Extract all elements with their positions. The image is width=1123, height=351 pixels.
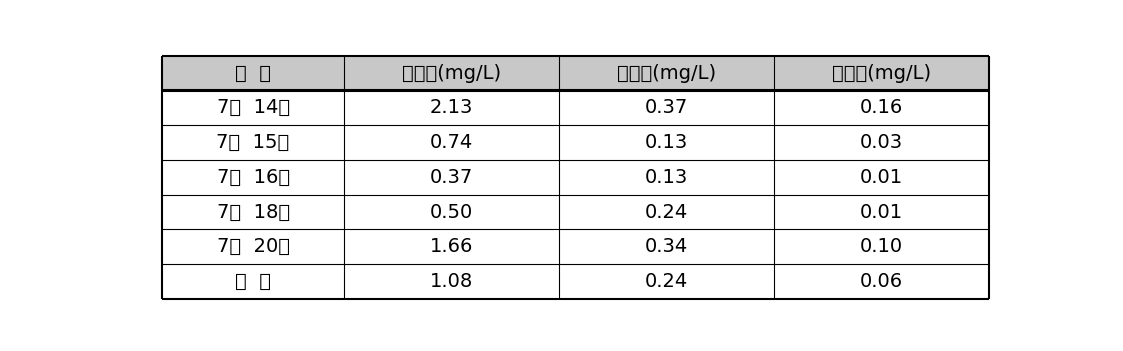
Bar — [559, 160, 774, 194]
Text: 7월  14일: 7월 14일 — [217, 98, 290, 117]
Bar — [559, 264, 774, 299]
Bar — [774, 264, 989, 299]
Bar — [344, 160, 559, 194]
Bar — [162, 194, 344, 230]
Text: 유입수(mg/L): 유입수(mg/L) — [402, 64, 501, 82]
Bar — [344, 264, 559, 299]
Bar — [559, 230, 774, 264]
Text: 0.16: 0.16 — [860, 98, 903, 117]
Bar — [559, 194, 774, 230]
Text: 7월  18일: 7월 18일 — [217, 203, 290, 221]
Bar — [774, 194, 989, 230]
Text: 0.24: 0.24 — [645, 203, 688, 221]
Text: 0.74: 0.74 — [430, 133, 473, 152]
Bar — [344, 230, 559, 264]
Bar — [162, 160, 344, 194]
Bar — [774, 125, 989, 160]
Text: 0.01: 0.01 — [860, 168, 903, 187]
Bar — [774, 230, 989, 264]
Text: 7월  15일: 7월 15일 — [217, 133, 290, 152]
Bar — [162, 91, 344, 125]
Text: 7월  16일: 7월 16일 — [217, 168, 290, 187]
Text: 유출수(mg/L): 유출수(mg/L) — [832, 64, 931, 82]
Text: 0.10: 0.10 — [860, 237, 903, 256]
Text: 0.13: 0.13 — [645, 133, 688, 152]
Text: 0.37: 0.37 — [645, 98, 688, 117]
Bar — [774, 91, 989, 125]
Text: 0.01: 0.01 — [860, 203, 903, 221]
Text: 1.66: 1.66 — [430, 237, 473, 256]
Bar — [774, 160, 989, 194]
Text: 응결조(mg/L): 응결조(mg/L) — [617, 64, 716, 82]
Bar — [344, 91, 559, 125]
Text: 7월  20일: 7월 20일 — [217, 237, 290, 256]
Bar — [774, 56, 989, 91]
Bar — [162, 264, 344, 299]
Bar — [162, 125, 344, 160]
Bar — [559, 91, 774, 125]
Text: 0.34: 0.34 — [645, 237, 688, 256]
Text: 평  균: 평 균 — [235, 272, 271, 291]
Bar — [344, 125, 559, 160]
Bar — [344, 194, 559, 230]
Bar — [559, 125, 774, 160]
Text: 0.50: 0.50 — [430, 203, 473, 221]
Text: 2.13: 2.13 — [430, 98, 473, 117]
Text: 1.08: 1.08 — [430, 272, 473, 291]
Text: 0.24: 0.24 — [645, 272, 688, 291]
Bar — [162, 56, 344, 91]
Text: 0.37: 0.37 — [430, 168, 473, 187]
Text: 일  자: 일 자 — [235, 64, 271, 82]
Bar — [162, 230, 344, 264]
Text: 0.13: 0.13 — [645, 168, 688, 187]
Bar — [344, 56, 559, 91]
Bar — [559, 56, 774, 91]
Text: 0.03: 0.03 — [860, 133, 903, 152]
Text: 0.06: 0.06 — [860, 272, 903, 291]
